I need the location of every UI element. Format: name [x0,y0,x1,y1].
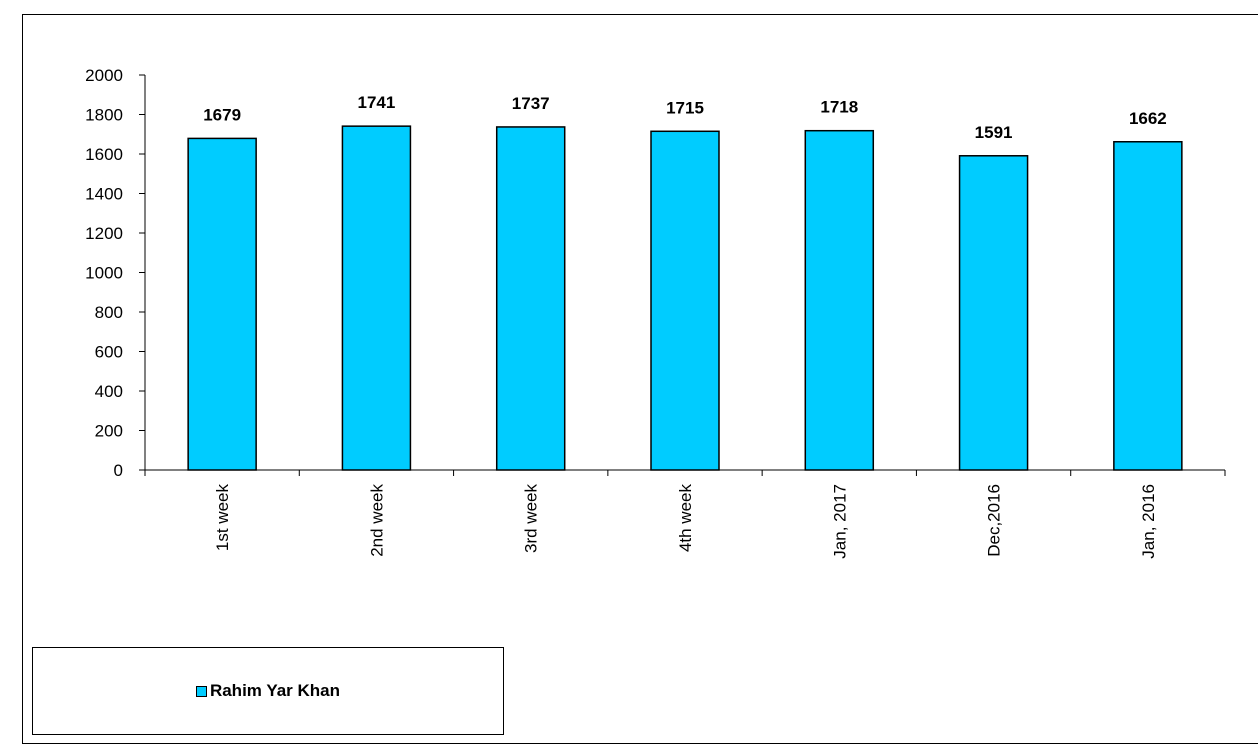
bar [804,129,875,471]
data-label: 1679 [203,105,241,124]
y-tick-label: 2000 [85,66,123,85]
legend: Rahim Yar Khan [32,647,504,735]
x-category-label: 2nd week [367,484,386,557]
legend-swatch [195,685,207,697]
data-label: 1718 [820,98,858,117]
data-label: 1715 [666,98,704,117]
bar [495,126,566,471]
bar [1113,141,1183,471]
data-label: 1737 [512,94,550,113]
data-label: 1662 [1129,109,1167,128]
legend-label: Rahim Yar Khan [209,681,341,700]
bars [187,125,1183,471]
bar [187,137,257,471]
x-category-label: Jan, 2016 [1139,484,1158,559]
y-tick-label: 400 [95,382,123,401]
x-category-label: 4th week [676,484,695,553]
y-tick-label: 200 [95,422,123,441]
x-category-label: 1st week [213,484,232,552]
x-category-label: Jan, 2017 [830,484,849,559]
labels: 1679 1st week 1741 2nd week 1737 3rd week 1715… [203,93,1167,559]
bar [650,130,720,471]
bar [341,125,412,471]
y-tick-label: 1000 [85,264,123,283]
y-tick-label: 1400 [85,185,123,204]
x-category-label: Dec,2016 [985,484,1004,557]
y-tick-label: 0 [114,461,123,480]
y-tick-label: 800 [95,303,123,322]
data-label: 1741 [358,93,396,112]
y-tick-label: 1600 [85,145,123,164]
y-tick-label: 1800 [85,106,123,125]
y-tick-label: 1200 [85,224,123,243]
y-tick-label: 600 [95,343,123,362]
bar [958,155,1029,471]
x-category-label: 3rd week [522,484,541,553]
data-label: 1591 [975,123,1013,142]
